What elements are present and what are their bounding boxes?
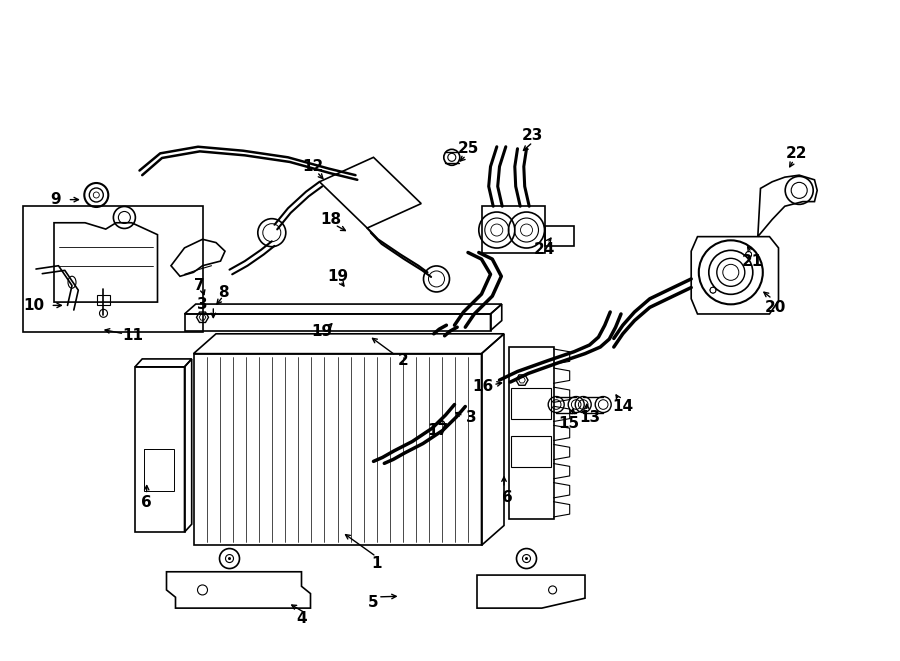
Text: 21: 21: [742, 254, 763, 268]
Text: 2: 2: [398, 353, 409, 368]
Text: 5: 5: [368, 595, 379, 609]
Text: 20: 20: [765, 300, 787, 315]
Text: 15: 15: [558, 416, 580, 430]
Text: 22: 22: [786, 146, 807, 161]
Circle shape: [228, 557, 231, 560]
Text: 10: 10: [23, 298, 45, 313]
Text: 24: 24: [534, 243, 555, 257]
Text: 4: 4: [296, 611, 307, 626]
Text: 7: 7: [194, 278, 205, 293]
Text: 25: 25: [457, 141, 479, 156]
Text: 8: 8: [218, 285, 229, 299]
Text: 11: 11: [122, 328, 144, 342]
Text: 19: 19: [327, 269, 348, 284]
Text: 3: 3: [466, 410, 477, 425]
Text: 17: 17: [428, 424, 449, 438]
Text: 9: 9: [50, 192, 61, 207]
Text: 18: 18: [320, 212, 342, 227]
Text: 23: 23: [522, 128, 544, 143]
Circle shape: [525, 557, 528, 560]
Text: 14: 14: [612, 399, 634, 414]
Text: 12: 12: [302, 159, 324, 174]
Text: 3: 3: [197, 297, 208, 311]
Text: 19: 19: [311, 325, 333, 339]
Text: 6: 6: [502, 490, 513, 504]
Text: 6: 6: [141, 495, 152, 510]
Text: 1: 1: [371, 556, 382, 570]
Text: 16: 16: [472, 379, 494, 394]
Text: 13: 13: [579, 410, 600, 425]
